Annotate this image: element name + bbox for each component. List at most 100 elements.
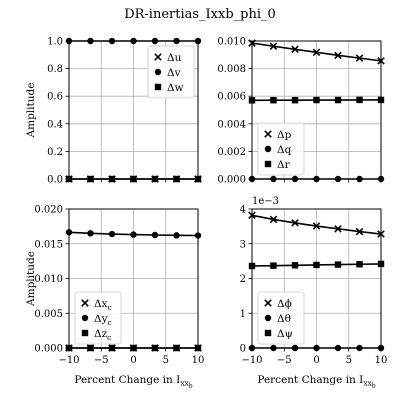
legend-label-text: Δu xyxy=(167,52,182,64)
x-tick-label: −10 xyxy=(241,355,262,366)
legend-label-text: Δp xyxy=(277,129,292,141)
legend-label: Δθ xyxy=(277,313,291,325)
legend-label-text: Δx xyxy=(94,298,108,310)
y-tick-label: 0.6 xyxy=(47,92,63,103)
data-point xyxy=(249,176,255,182)
y-tick-label: 0.005 xyxy=(34,309,63,320)
y-tick-label: 2 xyxy=(240,274,246,285)
data-point xyxy=(356,176,362,182)
data-point xyxy=(378,176,384,182)
y-tick-label: 0.008 xyxy=(217,64,246,75)
data-point xyxy=(249,263,255,269)
data-point xyxy=(66,38,72,44)
panel-bottom-left: −10 −5 0 5 10 0.000 0.005 0.010 0.015 0.020 Amplit… xyxy=(25,205,204,390)
legend-label-text: Δψ xyxy=(277,328,293,340)
y-tick-label: 1.0 xyxy=(47,37,63,48)
data-point xyxy=(378,345,384,351)
legend-marker xyxy=(82,315,88,321)
legend-label-sub: c xyxy=(108,318,112,327)
legend-marker xyxy=(265,315,271,321)
data-point xyxy=(270,345,276,351)
data-point xyxy=(152,176,158,182)
data-point xyxy=(109,345,115,351)
data-point xyxy=(195,345,201,351)
data-point xyxy=(109,231,115,237)
data-point xyxy=(130,231,136,237)
legend-marker xyxy=(82,330,88,336)
legend-label-text: Δw xyxy=(167,82,184,94)
x-tick-label: −10 xyxy=(58,355,79,366)
x-axis-label: Percent Change in Ixxb xyxy=(257,374,375,390)
legend-label-text: Δv xyxy=(167,67,181,79)
data-point xyxy=(313,176,319,182)
panel-bottom-right: −10 −5 0 5 10 0 1 2 3 4 1e−3 Percent Change in Ixxb… xyxy=(240,196,388,390)
legend-marker xyxy=(155,84,161,90)
data-point xyxy=(378,97,384,103)
legend: Δu Δv Δw xyxy=(148,46,194,98)
data-point xyxy=(87,176,93,182)
y-axis-label: Amplitude xyxy=(25,83,37,139)
legend-label: Δu xyxy=(167,52,182,64)
data-point xyxy=(173,176,179,182)
data-point xyxy=(130,176,136,182)
x-tick-label: −5 xyxy=(94,355,109,366)
legend-label-sub: c xyxy=(107,333,111,342)
axis-multiplier: 1e−3 xyxy=(252,196,279,207)
series-2 xyxy=(66,176,201,182)
y-tick-label: 1 xyxy=(240,309,246,320)
data-point xyxy=(356,97,362,103)
legend-label-text: Δr xyxy=(277,159,291,171)
data-point xyxy=(249,345,255,351)
legend-label-sub: c xyxy=(108,303,112,312)
legend-marker xyxy=(265,161,271,167)
series-1 xyxy=(249,176,384,182)
legend-label: Δw xyxy=(167,82,184,94)
y-tick-label: 0 xyxy=(240,344,246,355)
data-point xyxy=(335,176,341,182)
x-tick-label: 10 xyxy=(192,355,205,366)
y-tick-label: 0.006 xyxy=(217,92,246,103)
data-point xyxy=(66,229,72,235)
y-tick-label: 0.4 xyxy=(47,119,63,130)
legend-label: Δr xyxy=(277,159,291,171)
data-point xyxy=(249,97,255,103)
legend-label: Δq xyxy=(277,144,292,156)
x-axis-label-subsub: b xyxy=(372,383,376,390)
x-axis-label-text: Percent Change in I xyxy=(74,374,180,386)
data-point xyxy=(173,345,179,351)
data-point xyxy=(130,38,136,44)
data-point xyxy=(87,230,93,236)
y-tick-label: 0.004 xyxy=(217,119,246,130)
data-point xyxy=(66,176,72,182)
panels: 0.00.20.40.60.81.0AmplitudeΔuΔvΔw0.0000.… xyxy=(25,37,387,390)
x-axis-label-text: Percent Change in I xyxy=(257,374,363,386)
data-point xyxy=(66,345,72,351)
y-tick-label: 0.000 xyxy=(34,344,63,355)
data-point xyxy=(109,38,115,44)
legend: ΔϕΔθΔψ xyxy=(258,292,304,344)
data-point xyxy=(313,262,319,268)
data-point xyxy=(87,38,93,44)
y-tick-label: 0.002 xyxy=(217,147,246,158)
y-tick-label: 4 xyxy=(240,205,246,216)
x-axis-label: Percent Change in Ixxb xyxy=(74,374,192,390)
y-tick-label: 0.000 xyxy=(217,175,246,186)
data-point xyxy=(313,97,319,103)
legend-label: Δψ xyxy=(277,328,293,340)
legend-label-text: Δq xyxy=(277,144,292,156)
y-tick-label: 0.8 xyxy=(47,64,63,75)
data-point xyxy=(173,38,179,44)
legend-label: Δv xyxy=(167,67,181,79)
legend-label-text: Δθ xyxy=(277,313,291,325)
data-point xyxy=(87,345,93,351)
data-point xyxy=(270,176,276,182)
legend-marker xyxy=(265,146,271,152)
series-2 xyxy=(249,261,384,269)
data-point xyxy=(270,262,276,268)
x-tick-label: 5 xyxy=(346,355,352,366)
figure-title: DR-inertias_Ixxb_phi_0 xyxy=(124,7,276,22)
series-1 xyxy=(249,345,384,351)
data-point xyxy=(173,232,179,238)
data-point xyxy=(152,345,158,351)
